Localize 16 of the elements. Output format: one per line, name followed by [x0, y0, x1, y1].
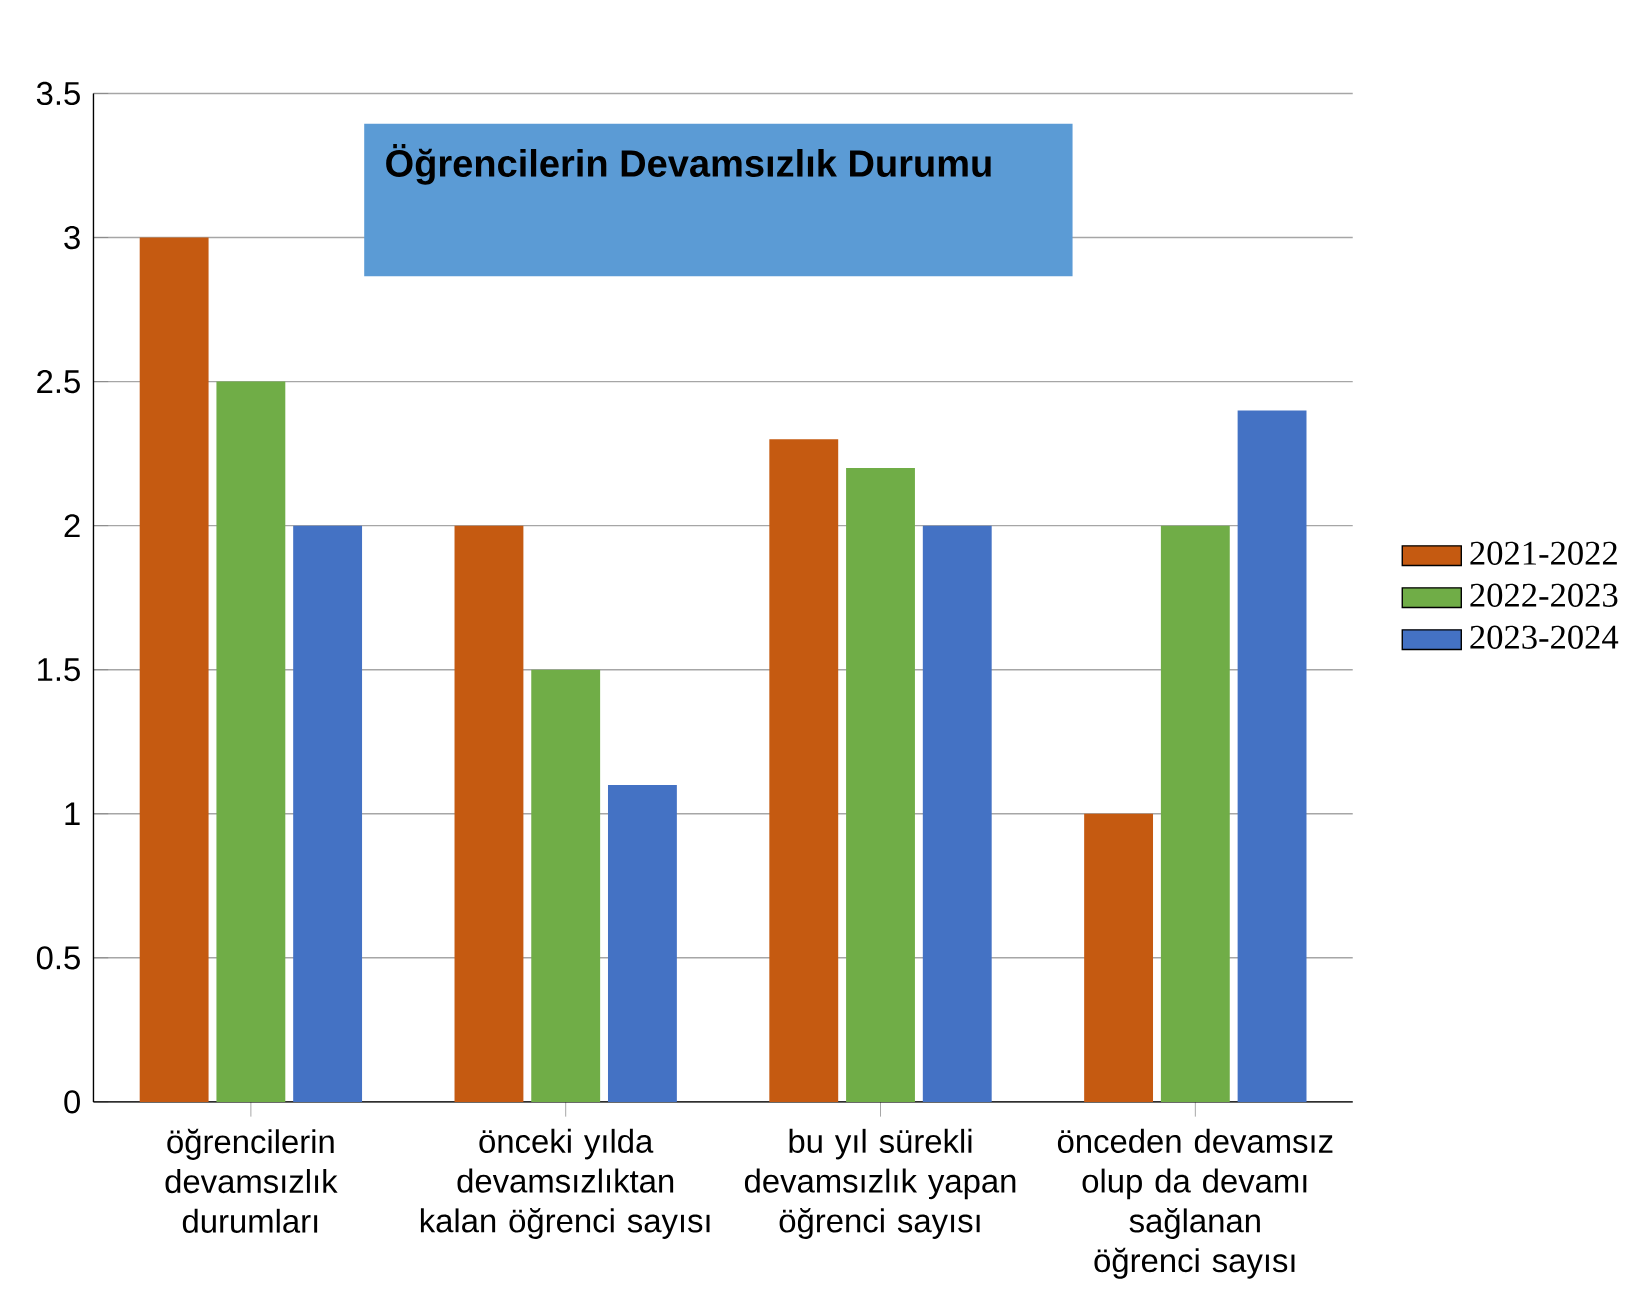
y-tick-label: 0	[64, 1090, 80, 1114]
y-tick-label: 2.5	[37, 369, 80, 394]
x-tick-label: önceki yılda devamsızlıktan kalan öğrenci sayısı	[420, 1128, 710, 1239]
y-tick-label: 1	[65, 802, 80, 825]
x-tick-label: bu yıl sürekli devamsızlık yapan öğrenci sayısı	[744, 1128, 1016, 1239]
legend-label: 2021-2022	[1470, 541, 1617, 565]
x-tick-label: önceden devamsız olup da devamı sağlanan öğrenci sayısı	[1057, 1128, 1333, 1279]
text: Öğrencilerin Devamsızlık Durumu	[386, 143, 991, 185]
y-tick-label: 2	[64, 514, 80, 537]
legend-label: 2023-2024	[1470, 625, 1619, 649]
legend-label: 2022-2023	[1470, 583, 1618, 607]
y-tick-label: 1.5	[38, 658, 80, 682]
y-tick-label: 3.5	[36, 81, 80, 105]
y-tick-label: 0.5	[36, 946, 80, 970]
y-tick-label: 3	[64, 225, 80, 250]
x-tick-label: öğrencilerin devamsızlık durumları	[165, 1128, 338, 1233]
